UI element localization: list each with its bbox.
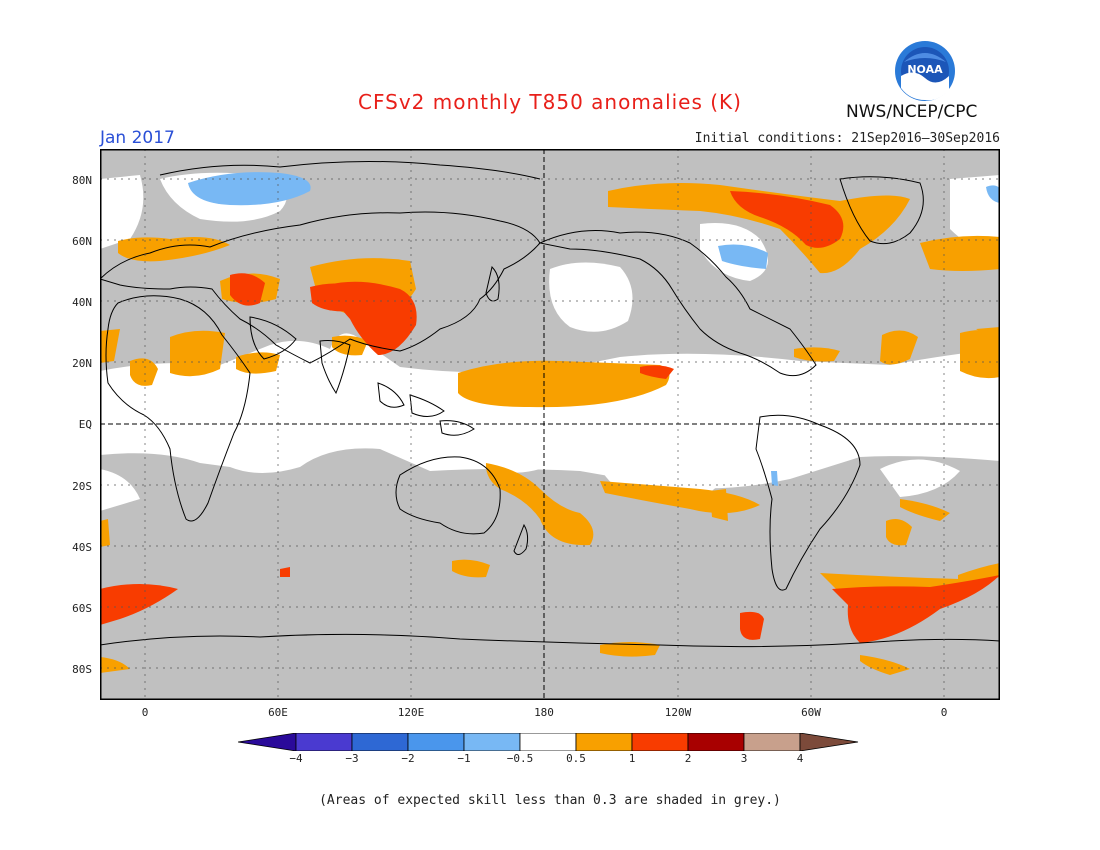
colorbar-label: 1	[628, 752, 636, 765]
colorbar-label: 4	[796, 752, 804, 765]
colorbar-segment	[463, 733, 521, 751]
noaa-logo: NOAA	[895, 41, 955, 101]
colorbar-segment	[631, 733, 689, 751]
lat-label: 20N	[72, 357, 92, 370]
lat-label: EQ	[78, 418, 92, 431]
colorbar-label: −0.5	[506, 752, 534, 765]
colorbar-label: −3	[345, 752, 359, 765]
chart-title: CFSv2 monthly T850 anomalies (K)	[358, 90, 742, 114]
lat-label: 80S	[72, 663, 92, 676]
lon-label: 180	[534, 706, 554, 719]
anomaly-map	[100, 149, 1000, 700]
equator-and-dateline	[100, 149, 1000, 700]
colorbar-label: 2	[684, 752, 692, 765]
lon-label: 60E	[268, 706, 288, 719]
skill-footnote: (Areas of expected skill less than 0.3 a…	[319, 793, 781, 808]
lon-label: 60W	[801, 706, 821, 719]
graticule	[100, 149, 1000, 700]
lat-label: 60S	[72, 602, 92, 615]
colorbar-segment	[351, 733, 409, 751]
hot-anomaly-regions	[100, 191, 1000, 643]
colorbar-label: −2	[401, 752, 415, 765]
map-frame	[100, 149, 1000, 700]
colorbar-label: 0.5	[566, 752, 586, 765]
negative-anomaly-regions	[188, 172, 1000, 486]
lat-label: 40S	[72, 541, 92, 554]
lat-label: 60N	[72, 235, 92, 248]
colorbar-segment	[519, 733, 577, 751]
colorbar-segment	[799, 733, 859, 751]
colorbar	[238, 733, 859, 751]
agency-label: NWS/NCEP/CPC	[846, 102, 978, 122]
lat-label: 40N	[72, 296, 92, 309]
colorbar-segment	[575, 733, 633, 751]
lon-label: 0	[141, 706, 149, 719]
colorbar-segment	[687, 733, 745, 751]
forecast-month: Jan 2017	[100, 128, 175, 148]
colorbar-segment	[407, 733, 465, 751]
lat-label: 80N	[72, 174, 92, 187]
colorbar-label: −1	[457, 752, 471, 765]
lon-label: 120W	[664, 706, 692, 719]
colorbar-segment	[743, 733, 801, 751]
lon-label: 0	[940, 706, 948, 719]
colorbar-label: −4	[289, 752, 303, 765]
lon-label: 120E	[397, 706, 425, 719]
lat-label: 20S	[72, 480, 92, 493]
initial-conditions: Initial conditions: 21Sep2016–30Sep2016	[694, 131, 1000, 146]
colorbar-segment	[295, 733, 353, 751]
noaa-logo-text: NOAA	[907, 63, 943, 76]
colorbar-label: 3	[740, 752, 748, 765]
colorbar-segment	[238, 733, 297, 751]
